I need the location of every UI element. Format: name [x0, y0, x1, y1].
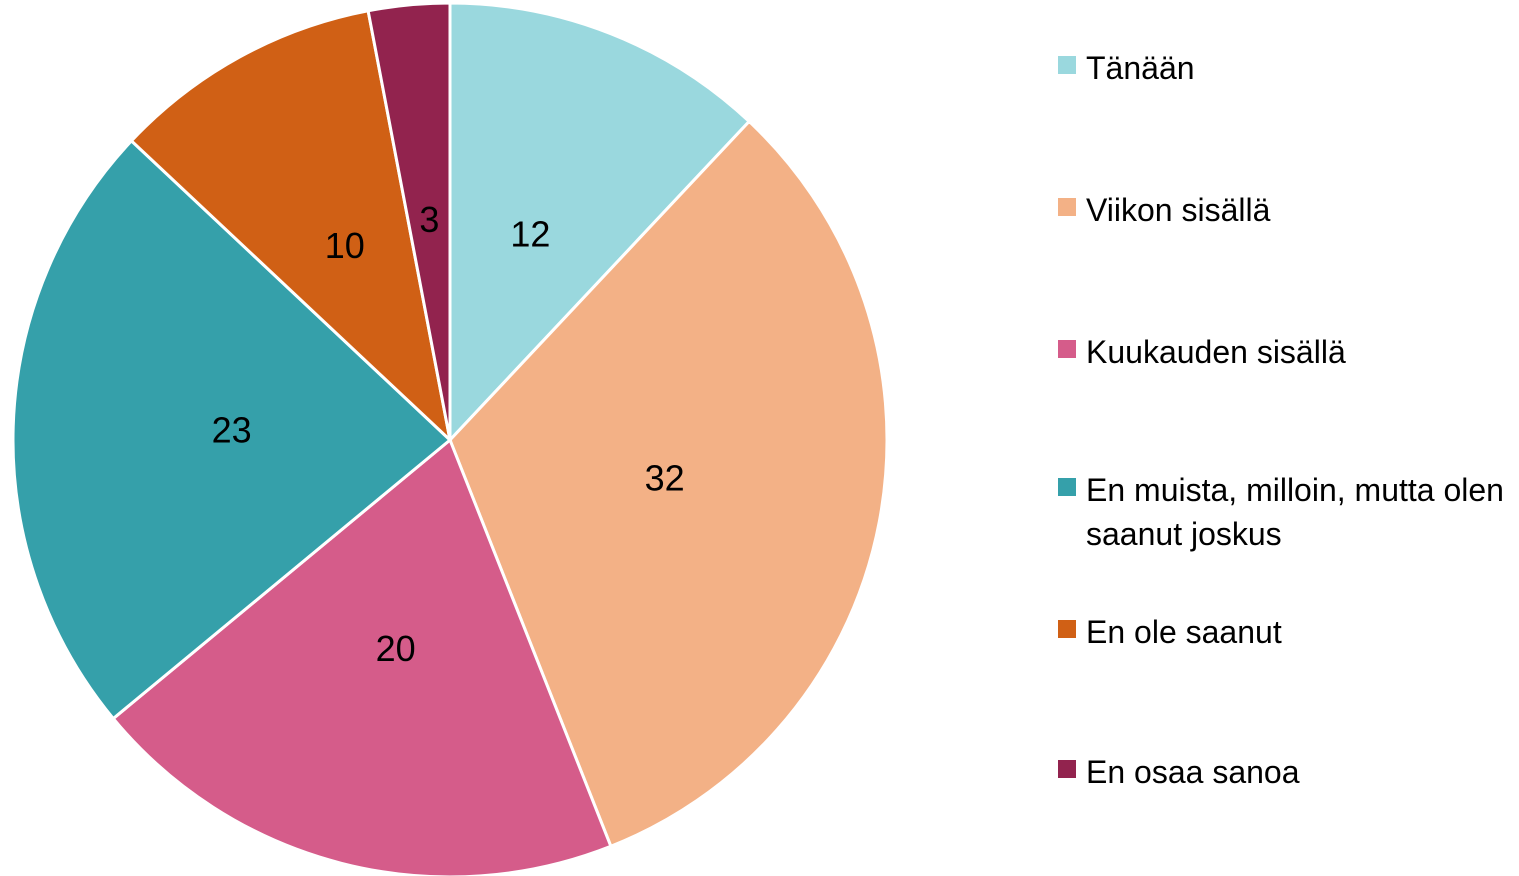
- slice: [11, 138, 453, 721]
- data-label: 3: [419, 199, 439, 240]
- legend-swatch: [1058, 478, 1076, 496]
- data-label: 20: [376, 628, 416, 669]
- legend-swatch: [1058, 760, 1076, 778]
- legend-swatch: [1058, 620, 1076, 638]
- legend-label: Viikon sisällä: [1086, 192, 1271, 228]
- legend-swatch: [1058, 340, 1076, 358]
- legend-label: En muista, milloin, mutta olen saanut jo…: [1086, 472, 1504, 552]
- legend-item: Viikon sisällä: [1058, 188, 1511, 232]
- legend-swatch: [1058, 198, 1076, 216]
- pie: 12 32 20 23 10 3: [11, 1, 889, 876]
- data-label: 23: [212, 410, 252, 451]
- legend-item: En ole saanut: [1058, 610, 1511, 654]
- slice: [366, 1, 452, 441]
- legend-item: Tänään: [1058, 46, 1511, 90]
- legend-item: En muista, milloin, mutta olen saanut jo…: [1058, 468, 1511, 556]
- legend-swatch: [1058, 56, 1076, 74]
- slice: [448, 119, 889, 849]
- legend-item: En osaa sanoa: [1058, 750, 1511, 794]
- slice: [111, 437, 613, 876]
- data-label: 10: [325, 225, 365, 266]
- legend-label: Kuukauden sisällä: [1086, 334, 1346, 370]
- legend-item: Kuukauden sisällä: [1058, 330, 1511, 374]
- legend-label: En ole saanut: [1086, 614, 1282, 650]
- legend-label: En osaa sanoa: [1086, 754, 1300, 790]
- data-label: 32: [645, 457, 685, 498]
- legend-label: Tänään: [1086, 50, 1195, 86]
- data-label: 12: [510, 213, 550, 254]
- slice: [448, 1, 752, 444]
- slice: [129, 8, 453, 445]
